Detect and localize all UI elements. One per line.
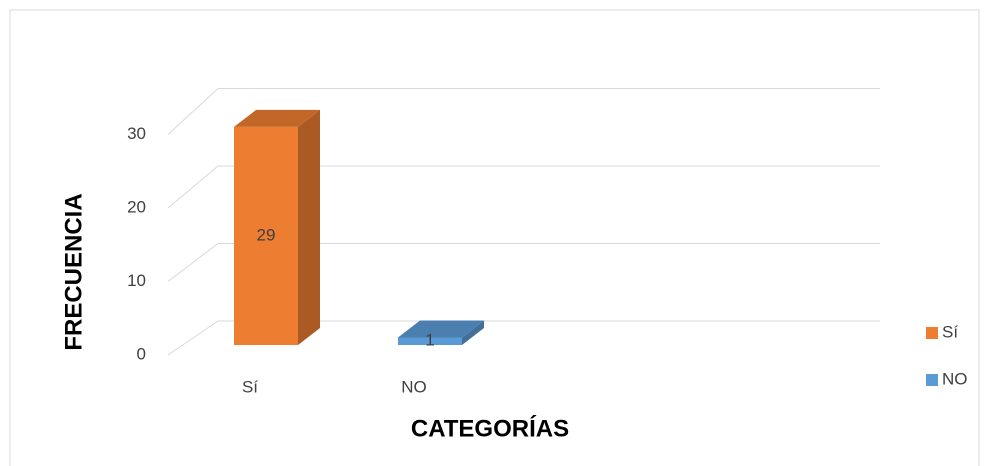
y-tick-label: 10	[127, 271, 146, 290]
grid-line	[167, 320, 219, 356]
chart-frame	[9, 9, 980, 466]
data-label: 1	[425, 331, 434, 350]
x-axis-title: CATEGORÍAS	[411, 414, 569, 442]
grid-line	[167, 165, 219, 209]
legend-label: NO	[942, 369, 968, 388]
y-tick-label: 20	[127, 197, 146, 216]
legend-label: Sí	[942, 322, 958, 341]
grid-line	[167, 88, 219, 135]
y-tick-label: 0	[137, 344, 146, 363]
grid-line	[167, 243, 219, 282]
legend-swatch	[926, 374, 938, 386]
bar-side	[462, 320, 484, 345]
data-label: 29	[257, 225, 276, 244]
bar-top	[234, 109, 320, 127]
bar-side	[298, 109, 320, 345]
y-axis-title: FRECUENCIA	[60, 193, 87, 350]
x-tick-label: NO	[401, 377, 427, 396]
bar	[234, 126, 298, 345]
x-tick-label: Sí	[242, 377, 258, 396]
bar-top	[398, 320, 484, 338]
legend-swatch	[926, 327, 938, 339]
y-tick-label: 30	[127, 124, 146, 143]
bar	[398, 337, 462, 345]
